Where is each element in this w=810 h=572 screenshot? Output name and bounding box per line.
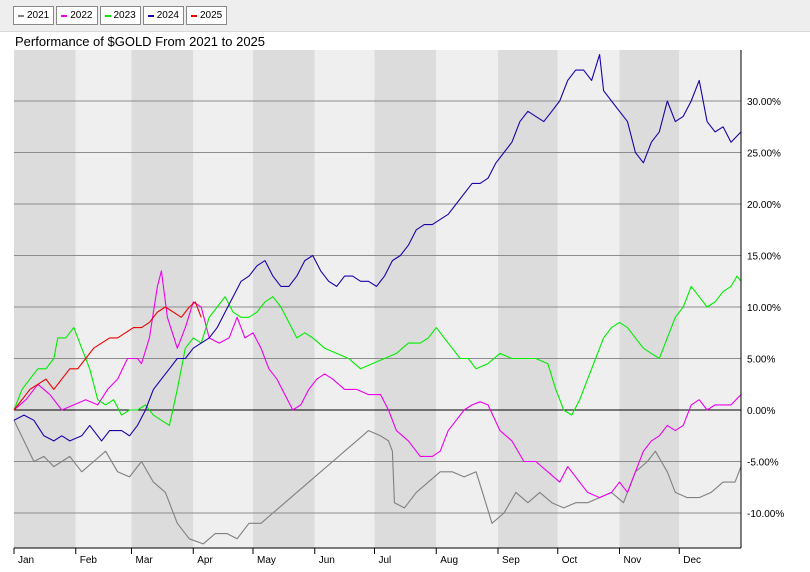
legend-swatch-2023 <box>104 14 111 17</box>
horizontal-gridlines <box>14 100 741 514</box>
legend-item-2024[interactable]: 2024 <box>142 6 184 25</box>
legend-bar: 2021 2022 2023 2024 2025 <box>0 0 810 32</box>
legend-label-2025: 2025 <box>200 10 223 21</box>
y-tick-label: 0.00% <box>747 406 775 417</box>
x-tick-label: Jun <box>319 555 335 566</box>
month-band <box>679 50 741 548</box>
month-band <box>436 50 499 548</box>
legend-swatch-2024 <box>147 14 154 17</box>
legend-item-2025[interactable]: 2025 <box>186 6 228 25</box>
legend-label-2021: 2021 <box>27 10 50 21</box>
month-band <box>498 50 558 548</box>
legend-swatch-2021 <box>18 14 24 17</box>
x-axis-labels: Jan Feb Mar Apr May Jun Jul Aug Sep Oct Nov Dec <box>13 548 701 566</box>
y-tick-label: -10.00% <box>747 509 784 520</box>
month-band <box>253 50 315 548</box>
x-tick-label: Mar <box>136 555 154 566</box>
y-tick-label: 5.00% <box>747 355 775 366</box>
x-tick-label: Feb <box>80 555 98 566</box>
x-tick-label: Apr <box>197 555 213 566</box>
x-tick-label: Oct <box>562 555 578 566</box>
y-tick-label: -5.00% <box>747 458 779 469</box>
legend: 2021 2022 2023 2024 2025 <box>13 6 228 25</box>
legend-label-2024: 2024 <box>156 10 179 21</box>
legend-item-2022[interactable]: 2022 <box>56 6 98 25</box>
y-tick-label: 25.00% <box>747 149 781 160</box>
y-tick-label: 30.00% <box>747 97 781 108</box>
legend-swatch-2025 <box>191 14 197 17</box>
month-band <box>374 50 437 548</box>
x-tick-label: Jan <box>18 555 34 566</box>
legend-label-2022: 2022 <box>70 10 93 21</box>
month-bands <box>14 50 741 548</box>
series-line-2023 <box>13 275 742 426</box>
month-band <box>75 50 132 548</box>
legend-swatch-2022 <box>61 14 68 17</box>
y-tick-label: 10.00% <box>747 303 781 314</box>
legend-label-2023: 2023 <box>113 10 136 21</box>
month-band <box>619 50 680 548</box>
month-band <box>314 50 375 548</box>
series-line-2022 <box>13 270 742 499</box>
x-tick-label: May <box>257 555 276 566</box>
x-tick-label: Sep <box>502 555 520 566</box>
series-line-2025 <box>13 301 202 411</box>
legend-item-2021[interactable]: 2021 <box>13 6 55 25</box>
series-line-2024 <box>13 54 742 442</box>
legend-item-2023[interactable]: 2023 <box>99 6 141 25</box>
month-band <box>14 50 76 548</box>
month-band <box>557 50 620 548</box>
x-tick-label: Dec <box>683 555 701 566</box>
chart-title: Performance of $GOLD From 2021 to 2025 <box>15 34 265 49</box>
x-tick-label: Jul <box>379 555 392 566</box>
x-tick-label: Nov <box>624 555 642 566</box>
y-tick-label: 20.00% <box>747 200 781 211</box>
month-band <box>131 50 194 548</box>
series-layer <box>13 54 742 545</box>
y-tick-label: 15.00% <box>747 252 781 263</box>
x-tick-label: Aug <box>440 555 458 566</box>
y-axis-labels: -10.00% -5.00% 0.00% 5.00% 10.00% 15.00% 20.00… <box>747 97 784 520</box>
